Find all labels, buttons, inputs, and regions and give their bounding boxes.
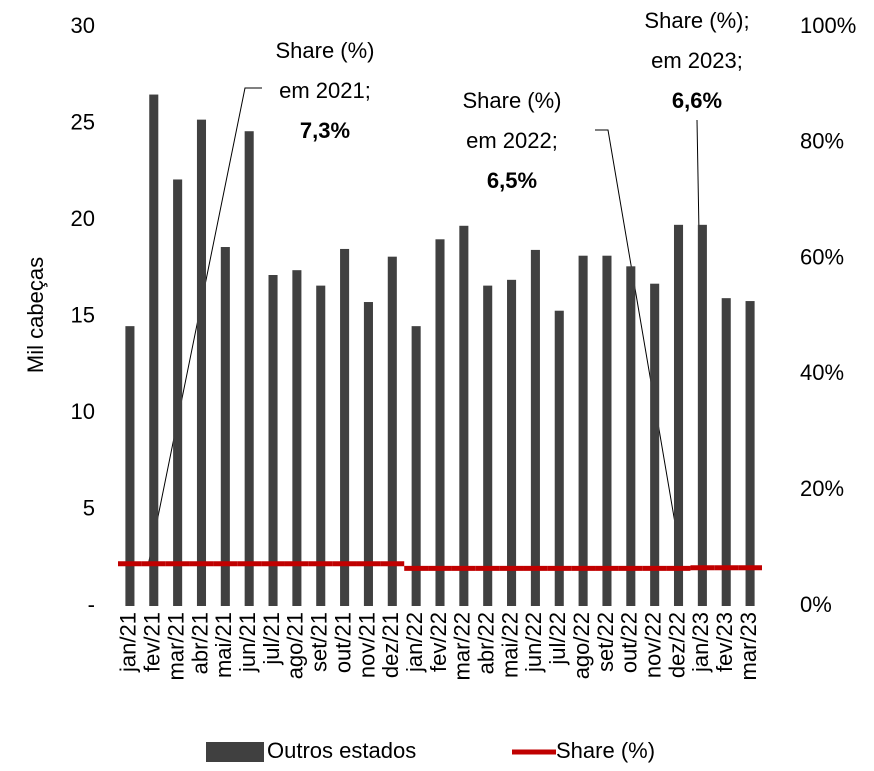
bar [697, 224, 707, 606]
bar [650, 283, 660, 606]
bar [626, 266, 636, 606]
y2-tick-label: 0% [800, 592, 832, 617]
x-tick-label: dez/21 [378, 612, 403, 678]
y-tick-label: - [88, 592, 95, 617]
x-tick-label: nov/22 [640, 612, 665, 678]
y-tick-label: 10 [71, 399, 95, 424]
x-tick-label: jul/22 [545, 612, 570, 666]
bar [745, 301, 755, 606]
bar [602, 255, 612, 606]
x-tick-label: mai/21 [211, 612, 236, 678]
bar [149, 94, 159, 607]
x-tick-label: nov/21 [354, 612, 379, 678]
x-tick-label: jun/22 [521, 612, 546, 673]
bar [411, 326, 421, 606]
annotation: 7,3% [300, 118, 350, 143]
x-tick-label: set/21 [307, 612, 332, 672]
bar [578, 255, 588, 606]
x-tick-label: abr/21 [187, 612, 212, 674]
bar [507, 279, 517, 606]
x-tick-label: mar/22 [450, 612, 475, 680]
legend-label: Share (%) [556, 738, 655, 763]
x-tick-label: fev/22 [426, 612, 451, 672]
x-tick-label: mar/23 [736, 612, 761, 680]
bar [340, 248, 350, 606]
bar [196, 119, 207, 606]
bar [292, 270, 302, 606]
x-tick-label: fev/23 [712, 612, 737, 672]
x-tick-label: out/21 [330, 612, 355, 673]
bar [268, 275, 278, 606]
x-tick-label: jan/21 [116, 612, 141, 673]
bar [244, 131, 254, 606]
legend-label: Outros estados [267, 738, 416, 763]
annotation: Share (%); [644, 8, 749, 33]
y2-tick-label: 60% [800, 244, 844, 269]
bar [459, 225, 469, 607]
x-tick-label: jan/23 [688, 612, 713, 673]
y2-tick-label: 40% [800, 360, 844, 385]
bar [173, 179, 183, 606]
x-tick-label: jan/22 [402, 612, 427, 673]
bar [220, 247, 230, 606]
annotation: 6,6% [672, 88, 722, 113]
x-tick-label: out/22 [617, 612, 642, 673]
bar [363, 302, 373, 606]
y-tick-label: 30 [71, 13, 95, 38]
x-tick-label: abr/22 [474, 612, 499, 674]
bar [530, 249, 540, 607]
x-tick-label: mar/21 [163, 612, 188, 680]
x-tick-label: jul/21 [259, 612, 284, 666]
x-tick-label: jun/21 [235, 612, 260, 673]
bar [554, 310, 564, 606]
x-tick-label: set/22 [593, 612, 618, 672]
x-tick-label: mai/22 [497, 612, 522, 678]
bar [316, 285, 326, 606]
annotation: em 2021; [279, 78, 371, 103]
annotation: Share (%) [275, 38, 374, 63]
y-tick-label: 15 [71, 302, 95, 327]
bar [387, 256, 397, 606]
x-tick-label: dez/22 [664, 612, 689, 678]
y-axis-title: Mil cabeças [23, 257, 48, 373]
bar [721, 298, 731, 606]
annotation: em 2023; [651, 48, 743, 73]
y-tick-label: 25 [71, 109, 95, 134]
y2-tick-label: 20% [800, 476, 844, 501]
leader-lines [147, 87, 706, 573]
x-tick-label: ago/21 [283, 612, 308, 679]
bar [125, 326, 135, 606]
x-tick-label: ago/22 [569, 612, 594, 679]
y-tick-label: 20 [71, 206, 95, 231]
x-tick-label: fev/21 [140, 612, 165, 672]
y2-tick-label: 100% [800, 13, 856, 38]
annotation: Share (%) [462, 88, 561, 113]
annotation: 6,5% [487, 168, 537, 193]
bar [483, 285, 493, 606]
legend-swatch [206, 742, 264, 762]
y2-tick-label: 80% [800, 129, 844, 154]
annotation: em 2022; [466, 128, 558, 153]
bar [435, 239, 445, 607]
y-tick-label: 5 [83, 495, 95, 520]
bar [673, 224, 684, 606]
